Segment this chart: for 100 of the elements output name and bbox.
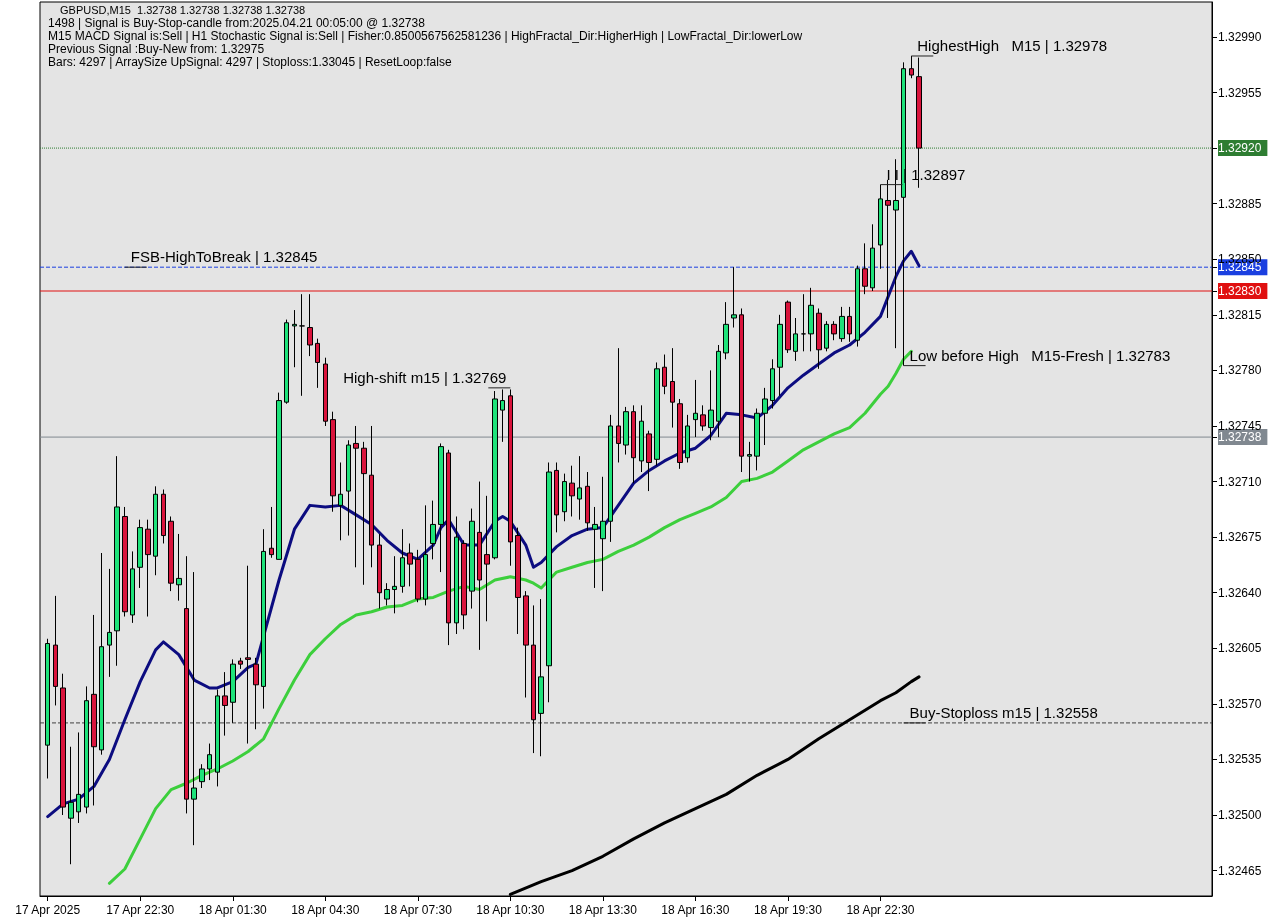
candlestick bbox=[654, 361, 660, 467]
candlestick bbox=[253, 657, 259, 730]
candlestick bbox=[855, 265, 860, 348]
candlestick bbox=[847, 306, 852, 343]
candlestick bbox=[68, 746, 74, 865]
y-tick-label: 1.32830 bbox=[1218, 284, 1262, 298]
candlestick bbox=[801, 293, 806, 352]
candlestick bbox=[909, 55, 914, 79]
x-tick-label: 18 Apr 22:30 bbox=[846, 903, 915, 917]
candlestick bbox=[554, 462, 559, 533]
candlestick bbox=[608, 414, 613, 543]
candlestick bbox=[808, 287, 814, 352]
candlestick bbox=[600, 476, 606, 592]
candlestick bbox=[484, 495, 490, 622]
candlestick bbox=[84, 685, 89, 814]
candlestick bbox=[438, 442, 444, 573]
candlestick bbox=[307, 293, 313, 357]
candlestick bbox=[407, 542, 413, 587]
candlestick bbox=[477, 481, 482, 651]
candlestick bbox=[670, 347, 675, 429]
candlestick bbox=[53, 595, 58, 706]
candlestick bbox=[569, 465, 575, 517]
y-tick-label: 1.32605 bbox=[1218, 641, 1262, 656]
x-tick-label: 18 Apr 19:30 bbox=[753, 903, 823, 917]
x-tick-label: 17 Apr 22:30 bbox=[106, 903, 175, 917]
candlestick bbox=[839, 306, 845, 343]
candlestick bbox=[299, 293, 305, 397]
annotation: Previous Signal :Buy-New from: 1.32975 bbox=[48, 42, 265, 56]
candlestick bbox=[454, 515, 459, 635]
y-tick-label: 1.32675 bbox=[1218, 530, 1262, 545]
candlestick bbox=[824, 320, 829, 352]
candlestick bbox=[392, 555, 397, 614]
candlestick bbox=[114, 455, 120, 667]
y-tick-label: 1.32955 bbox=[1218, 85, 1262, 100]
candlestick bbox=[700, 404, 706, 432]
y-tick-label: 1.32500 bbox=[1218, 808, 1262, 823]
chart-title: GBPUSD,M15 1.32738 1.32738 1.32738 1.32738 bbox=[60, 3, 306, 16]
candlestick bbox=[469, 508, 475, 610]
x-tick-label: 18 Apr 04:30 bbox=[291, 903, 360, 917]
candlestick bbox=[831, 320, 837, 341]
candlestick bbox=[238, 657, 243, 670]
candlestick bbox=[45, 638, 50, 779]
candlestick bbox=[492, 390, 498, 560]
candlestick bbox=[885, 179, 891, 319]
candlestick bbox=[323, 357, 328, 427]
candlestick bbox=[130, 550, 135, 624]
x-tick-label: 18 Apr 16:30 bbox=[661, 903, 730, 917]
candlestick bbox=[261, 528, 266, 710]
candlestick bbox=[901, 61, 906, 367]
candlestick bbox=[777, 314, 783, 397]
candlestick bbox=[284, 319, 289, 405]
candlestick bbox=[754, 408, 760, 471]
candlestick bbox=[685, 414, 690, 463]
candlestick bbox=[245, 565, 251, 745]
candlestick bbox=[816, 307, 822, 370]
candlestick bbox=[137, 519, 143, 589]
x-tick-label: 18 Apr 01:30 bbox=[198, 903, 268, 917]
candlestick bbox=[338, 462, 343, 541]
candlestick bbox=[168, 515, 174, 592]
y-tick-label: 1.32990 bbox=[1218, 29, 1262, 44]
candlestick bbox=[269, 506, 274, 559]
candlestick bbox=[739, 307, 744, 473]
annotation: High-shift m15 | 1.32769 bbox=[343, 368, 507, 386]
candlestick bbox=[353, 425, 359, 568]
candlestick bbox=[523, 590, 529, 699]
candlestick bbox=[646, 430, 652, 492]
candlestick bbox=[384, 582, 390, 606]
candlestick bbox=[315, 338, 320, 389]
x-tick-label: 18 Apr 13:30 bbox=[568, 903, 638, 917]
candlestick bbox=[616, 347, 621, 463]
candlestick bbox=[515, 527, 521, 635]
candlestick bbox=[215, 689, 220, 787]
candlestick bbox=[546, 462, 552, 703]
candlestick bbox=[276, 392, 282, 560]
candlestick bbox=[577, 455, 582, 521]
candlestick bbox=[747, 441, 752, 483]
candlestick bbox=[639, 404, 644, 473]
candlestick bbox=[770, 358, 775, 410]
candlestick bbox=[508, 388, 513, 567]
y-tick-label: 1.32920 bbox=[1218, 141, 1262, 156]
candlestick bbox=[430, 500, 436, 560]
candlestick bbox=[184, 555, 189, 814]
candlestick bbox=[91, 614, 97, 806]
candlestick bbox=[693, 379, 698, 438]
candlestick bbox=[623, 406, 629, 456]
y-tick-label: 1.32570 bbox=[1218, 696, 1262, 711]
candlestick bbox=[677, 398, 683, 470]
candlestick bbox=[161, 488, 166, 544]
candlestick bbox=[292, 309, 297, 368]
candlestick bbox=[191, 571, 197, 846]
candlestick bbox=[793, 317, 798, 362]
candlestick bbox=[500, 388, 505, 443]
candlestick bbox=[731, 266, 737, 329]
candlestick bbox=[893, 158, 899, 349]
candlestick bbox=[377, 533, 382, 610]
candlestick bbox=[461, 539, 467, 630]
candlestick bbox=[415, 549, 421, 603]
candlestick bbox=[531, 604, 536, 754]
candlestick bbox=[562, 473, 567, 522]
y-tick-label: 1.32465 bbox=[1218, 863, 1262, 878]
